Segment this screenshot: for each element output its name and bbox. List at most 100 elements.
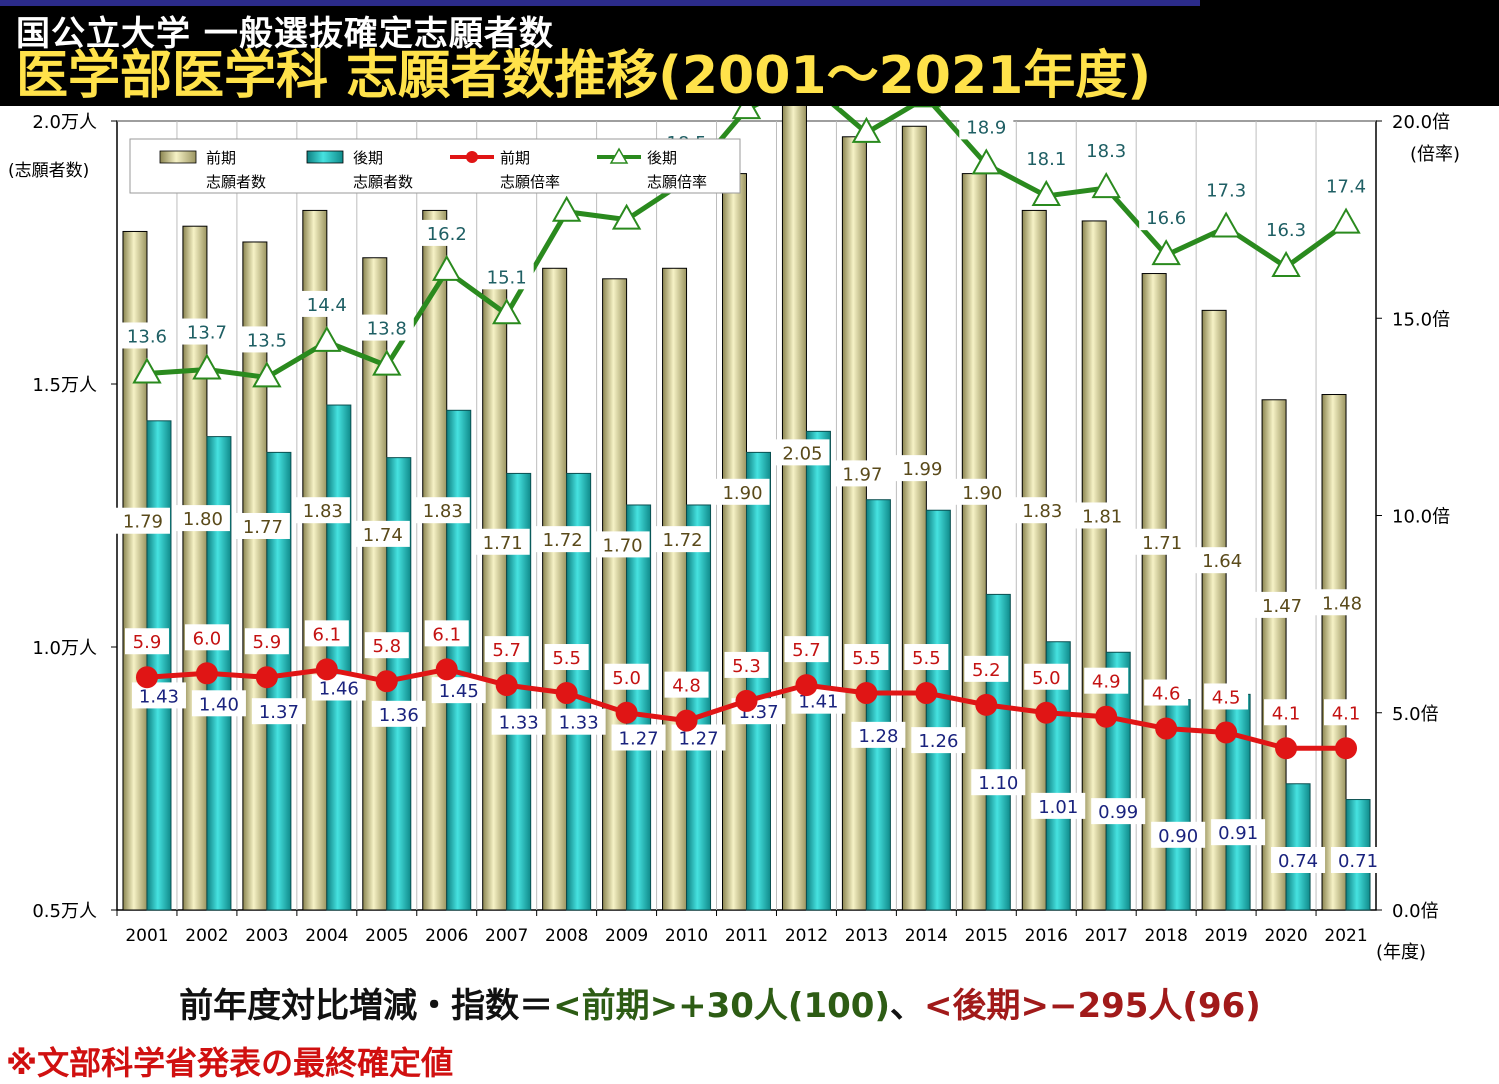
x-tick-label: 2012 [785,926,828,946]
legend-swatch [307,151,343,163]
bar-zenki-2008 [543,268,567,910]
data-label-kouki-count: 0.71 [1338,851,1378,872]
y-right-axis-label: (倍率) [1410,144,1460,165]
data-label-kouki-rate: 13.5 [247,330,287,351]
legend-label: 後期 [647,149,677,167]
data-label-zenki-rate: 5.5 [552,648,581,669]
x-tick-label: 2007 [485,926,528,946]
data-label-kouki-count: 1.40 [199,694,239,715]
y-right-tick-label: 20.0倍 [1392,112,1450,133]
chart: 0.5万人1.0万人1.5万人2.0万人(志願者数)0.0倍5.0倍10.0倍1… [0,106,1499,976]
data-label-zenki-rate: 5.2 [972,660,1001,681]
legend-label-sub: 志願者数 [353,173,413,191]
point-zenki-rate-2006 [436,658,458,680]
x-tick-label: 2008 [545,926,588,946]
y-right-tick-label: 15.0倍 [1392,309,1450,330]
source-note: ※文部科学省発表の最終確定値 [6,1038,453,1084]
bar-zenki-2014 [902,126,926,910]
data-label-zenki-rate: 5.9 [253,632,282,653]
data-label-zenki-rate: 6.1 [313,624,342,645]
data-label-zenki-rate: 6.1 [432,624,461,645]
bar-zenki-2020 [1262,400,1286,910]
data-label-zenki-rate: 5.5 [852,648,881,669]
data-label-zenki-count: 1.70 [603,535,643,556]
data-label-kouki-count: 0.91 [1218,823,1258,844]
data-label-zenki-count: 1.80 [183,509,223,530]
data-label-zenki-count: 1.71 [1142,533,1182,554]
point-zenki-rate-2020 [1275,737,1297,759]
data-label-zenki-count: 2.05 [782,443,822,464]
data-label-zenki-rate: 4.9 [1092,672,1121,693]
summary-prefix: 前年度対比増減・指数＝ [179,986,553,1026]
point-zenki-rate-2019 [1215,721,1237,743]
data-label-kouki-count: 1.36 [379,705,419,726]
x-tick-label: 2019 [1204,926,1247,946]
bar-kouki-2013 [866,500,890,910]
point-zenki-rate-2001 [136,666,158,688]
data-label-zenki-rate: 5.0 [1032,668,1061,689]
x-tick-label: 2015 [965,926,1008,946]
data-label-zenki-count: 1.64 [1202,551,1242,572]
data-label-zenki-count: 1.48 [1322,593,1362,614]
x-tick-label: 2011 [725,926,768,946]
y-right-tick-label: 5.0倍 [1392,704,1439,725]
data-label-kouki-rate: 16.6 [1146,208,1186,229]
data-label-kouki-rate: 18.1 [1026,149,1066,170]
bar-kouki-2001 [147,421,171,910]
bar-kouki-2011 [747,452,771,910]
y-left-tick-label: 1.0万人 [32,638,97,659]
point-zenki-rate-2009 [616,702,638,724]
data-label-zenki-rate: 5.7 [492,640,521,661]
data-label-zenki-count: 1.47 [1262,596,1302,617]
x-tick-label: 2002 [185,926,228,946]
bar-zenki-2006 [423,210,447,910]
data-label-zenki-count: 1.74 [363,525,403,546]
data-label-zenki-count: 1.90 [722,483,762,504]
point-zenki-rate-2017 [1095,706,1117,728]
data-label-zenki-count: 1.77 [243,517,283,538]
bar-zenki-2010 [663,268,687,910]
data-label-zenki-rate: 4.5 [1212,687,1241,708]
data-label-zenki-count: 1.83 [423,501,463,522]
data-label-zenki-count: 1.72 [543,530,583,551]
point-zenki-rate-2021 [1335,737,1357,759]
point-zenki-rate-2013 [855,682,877,704]
x-tick-label: 2006 [425,926,468,946]
data-label-kouki-count: 1.01 [1038,797,1078,818]
data-label-kouki-rate: 15.1 [487,267,527,288]
point-zenki-rate-2014 [915,682,937,704]
x-tick-label: 2005 [365,926,408,946]
bar-kouki-2010 [687,505,711,910]
bar-zenki-2021 [1322,395,1346,910]
bar-kouki-2014 [926,510,950,910]
data-label-kouki-count: 1.45 [439,681,479,702]
bar-zenki-2015 [962,174,986,910]
y-left-tick-label: 0.5万人 [32,901,97,922]
data-label-zenki-rate: 5.5 [912,648,941,669]
y-left-tick-label: 2.0万人 [32,112,97,133]
bar-kouki-2020 [1286,784,1310,910]
data-label-zenki-count: 1.83 [303,501,343,522]
header-bar: 国公立大学 一般選抜確定志願者数 医学部医学科 志願者数推移(2001～2021… [0,0,1499,106]
data-label-kouki-count: 1.37 [259,702,299,723]
data-label-kouki-rate: 18.3 [1086,141,1126,162]
data-label-kouki-count: 1.10 [978,773,1018,794]
data-label-zenki-count: 1.90 [962,483,1002,504]
data-label-kouki-rate: 13.7 [187,323,227,344]
data-label-zenki-rate: 5.9 [133,632,162,653]
x-tick-label: 2003 [245,926,288,946]
x-tick-label: 2001 [125,926,168,946]
data-label-zenki-rate: 4.1 [1272,703,1301,724]
x-axis-label: (年度) [1376,942,1426,963]
summary-zenki: <前期>+30人(100) [553,986,890,1026]
data-label-zenki-count: 1.99 [902,459,942,480]
point-zenki-rate-2005 [376,670,398,692]
data-label-zenki-rate: 6.0 [193,628,222,649]
data-label-kouki-rate: 18.9 [966,117,1006,138]
bar-zenki-2012 [782,106,806,910]
point-zenki-rate-2010 [676,710,698,732]
data-label-zenki-rate: 4.6 [1152,684,1181,705]
title-line-2: 医学部医学科 志願者数推移(2001～2021年度) [16,46,1151,106]
data-label-kouki-rate: 19.7 [846,106,886,107]
bar-zenki-2018 [1142,274,1166,910]
